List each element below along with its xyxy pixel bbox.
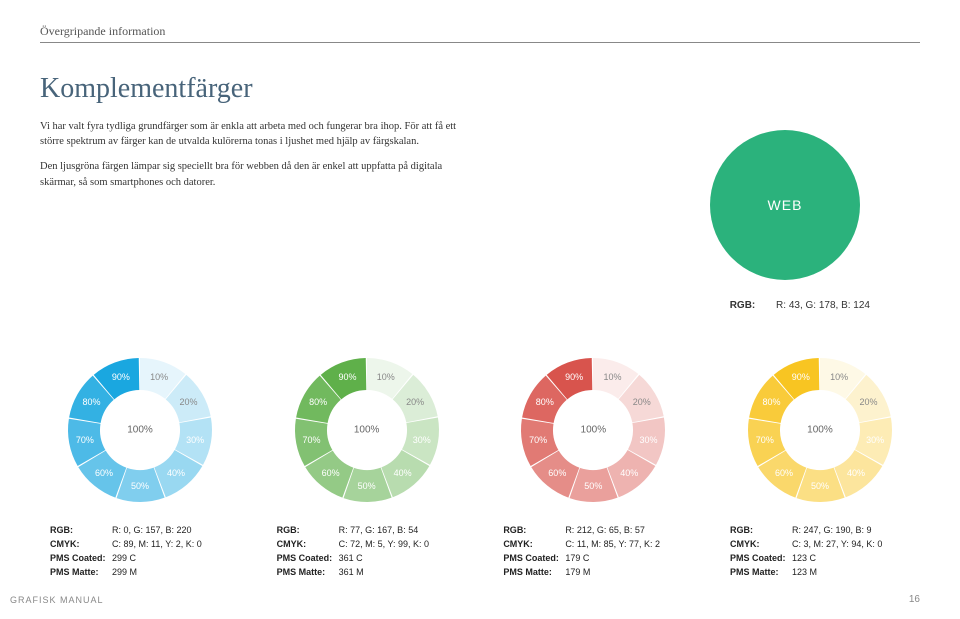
- info-row: PMS Coated:299 C: [50, 552, 230, 566]
- info-value: 299 C: [112, 552, 230, 566]
- info-value: 179 M: [565, 566, 683, 580]
- swatch-column: 10%20%30%40%50%60%70%80%90%100% RGB:R: 77…: [267, 350, 467, 580]
- footer-left: GRAFISK MANUAL: [10, 595, 104, 605]
- info-row: RGB:R: 77, G: 167, B: 54: [277, 524, 457, 538]
- info-row: PMS Coated:123 C: [730, 552, 910, 566]
- info-label: PMS Matte:: [503, 566, 565, 580]
- web-color-circle: WEB: [710, 130, 860, 280]
- info-label: PMS Matte:: [277, 566, 339, 580]
- info-label: CMYK:: [503, 538, 565, 552]
- info-value: 299 M: [112, 566, 230, 580]
- swatch-info: RGB:R: 212, G: 65, B: 57CMYK:C: 11, M: 8…: [503, 524, 683, 580]
- info-value: C: 89, M: 11, Y: 2, K: 0: [112, 538, 230, 552]
- swatch-info: RGB:R: 77, G: 167, B: 54CMYK:C: 72, M: 5…: [277, 524, 457, 580]
- info-label: PMS Matte:: [730, 566, 792, 580]
- web-label: WEB: [768, 197, 803, 213]
- tint-donut: 10%20%30%40%50%60%70%80%90%100%: [740, 350, 900, 510]
- swatch-row: 10%20%30%40%50%60%70%80%90%100%RGB:R: 0,…: [40, 350, 920, 580]
- info-value: R: 77, G: 167, B: 54: [339, 524, 457, 538]
- info-row: CMYK:C: 72, M: 5, Y: 99, K: 0: [277, 538, 457, 552]
- info-label: CMYK:: [50, 538, 112, 552]
- info-label: PMS Matte:: [50, 566, 112, 580]
- info-row: PMS Matte:123 M: [730, 566, 910, 580]
- info-row: PMS Coated:179 C: [503, 552, 683, 566]
- paragraph-1: Vi har valt fyra tydliga grundfärger som…: [40, 119, 460, 149]
- info-value: R: 247, G: 190, B: 9: [792, 524, 910, 538]
- info-label: PMS Coated:: [503, 552, 565, 566]
- info-row: RGB:R: 0, G: 157, B: 220: [50, 524, 230, 538]
- swatch-column: 10%20%30%40%50%60%70%80%90%100% RGB:R: 24…: [720, 350, 920, 580]
- info-label: RGB:: [503, 524, 565, 538]
- info-value: R: 0, G: 157, B: 220: [112, 524, 230, 538]
- info-row: PMS Matte:361 M: [277, 566, 457, 580]
- info-row: PMS Coated:361 C: [277, 552, 457, 566]
- info-label: CMYK:: [730, 538, 792, 552]
- tint-donut: 10%20%30%40%50%60%70%80%90%100%: [513, 350, 673, 510]
- web-rgb-label: RGB:: [730, 300, 756, 311]
- info-value: C: 72, M: 5, Y: 99, K: 0: [339, 538, 457, 552]
- info-value: 123 M: [792, 566, 910, 580]
- info-label: RGB:: [730, 524, 792, 538]
- swatch-info: RGB:R: 0, G: 157, B: 220CMYK:C: 89, M: 1…: [50, 524, 230, 580]
- info-value: C: 3, M: 27, Y: 94, K: 0: [792, 538, 910, 552]
- info-row: PMS Matte:179 M: [503, 566, 683, 580]
- info-label: PMS Coated:: [730, 552, 792, 566]
- info-label: RGB:: [277, 524, 339, 538]
- info-value: R: 212, G: 65, B: 57: [565, 524, 683, 538]
- tint-donut: 10%20%30%40%50%60%70%80%90%100%: [60, 350, 220, 510]
- swatch-column: 10%20%30%40%50%60%70%80%90%100% RGB:R: 21…: [493, 350, 693, 580]
- info-value: 361 C: [339, 552, 457, 566]
- info-label: PMS Coated:: [50, 552, 112, 566]
- section-header: Övergripande information: [40, 24, 920, 43]
- info-label: CMYK:: [277, 538, 339, 552]
- page-number: 16: [909, 594, 920, 605]
- info-row: CMYK:C: 11, M: 85, Y: 77, K: 2: [503, 538, 683, 552]
- info-row: RGB:R: 247, G: 190, B: 9: [730, 524, 910, 538]
- info-row: CMYK:C: 3, M: 27, Y: 94, K: 0: [730, 538, 910, 552]
- info-value: 123 C: [792, 552, 910, 566]
- web-rgb-line: RGB: R: 43, G: 178, B: 124: [730, 300, 870, 311]
- paragraph-2: Den ljusgröna färgen lämpar sig speciell…: [40, 159, 460, 189]
- swatch-info: RGB:R: 247, G: 190, B: 9CMYK:C: 3, M: 27…: [730, 524, 910, 580]
- info-value: 361 M: [339, 566, 457, 580]
- info-value: 179 C: [565, 552, 683, 566]
- tint-donut: 10%20%30%40%50%60%70%80%90%100%: [287, 350, 447, 510]
- page-title: Komplementfärger: [40, 73, 920, 105]
- body-text: Vi har valt fyra tydliga grundfärger som…: [40, 119, 460, 190]
- info-label: PMS Coated:: [277, 552, 339, 566]
- info-row: PMS Matte:299 M: [50, 566, 230, 580]
- info-value: C: 11, M: 85, Y: 77, K: 2: [565, 538, 683, 552]
- info-label: RGB:: [50, 524, 112, 538]
- web-rgb-value: R: 43, G: 178, B: 124: [776, 300, 870, 311]
- info-row: CMYK:C: 89, M: 11, Y: 2, K: 0: [50, 538, 230, 552]
- swatch-column: 10%20%30%40%50%60%70%80%90%100% RGB:R: 0,…: [40, 350, 240, 580]
- info-row: RGB:R: 212, G: 65, B: 57: [503, 524, 683, 538]
